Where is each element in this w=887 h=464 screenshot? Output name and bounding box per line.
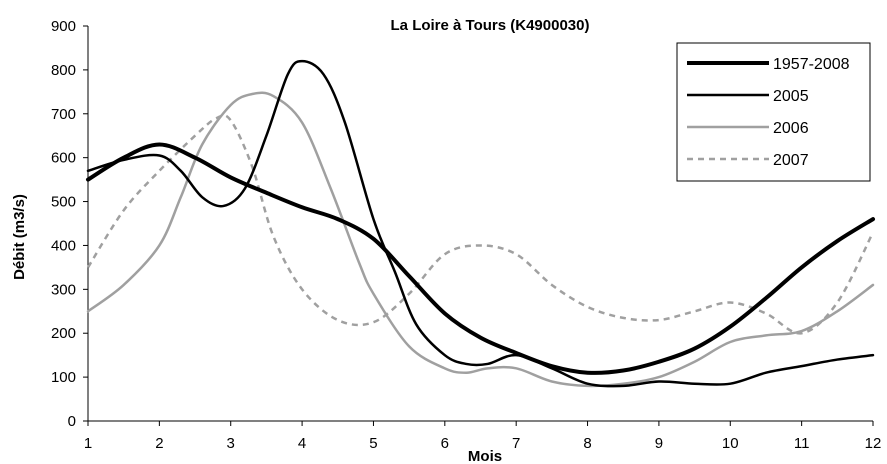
- y-tick-label: 800: [51, 62, 76, 79]
- x-tick-label: 1: [84, 435, 92, 452]
- legend-label: 2005: [773, 88, 809, 105]
- legend-item: 1957-2008: [687, 56, 850, 73]
- y-tick-label: 500: [51, 194, 76, 211]
- legend-item: 2005: [687, 88, 809, 105]
- y-tick-label: 0: [68, 413, 76, 430]
- legend-item: 2007: [687, 152, 809, 169]
- x-tick-label: 10: [722, 435, 739, 452]
- series-line-2007: [86, 114, 875, 335]
- y-tick-label: 300: [51, 281, 76, 298]
- x-tick-label: 8: [583, 435, 591, 452]
- x-tick-label: 5: [369, 435, 377, 452]
- y-tick-label: 900: [51, 18, 76, 35]
- x-axis-label: Mois: [468, 448, 502, 464]
- y-tick-label: 400: [51, 237, 76, 254]
- series-line-1957-2008: [86, 142, 875, 375]
- x-tick-label: 4: [298, 435, 306, 452]
- chart-title: La Loire à Tours (K4900030): [391, 17, 590, 34]
- x-tick-label: 12: [865, 435, 882, 452]
- legend: 1957-2008 2005 2006 2007: [676, 42, 871, 182]
- legend-label: 2007: [773, 152, 809, 169]
- x-tick-label: 11: [794, 435, 810, 452]
- y-tick-label: 100: [51, 369, 76, 386]
- series-line-2006: [86, 91, 875, 388]
- x-tick-label: 3: [227, 435, 235, 452]
- series-line-2005: [86, 59, 875, 388]
- legend-label: 2006: [773, 120, 809, 137]
- legend-item: 2006: [687, 120, 809, 137]
- y-tick-label: 200: [51, 325, 76, 342]
- series-layer: [86, 59, 875, 388]
- x-tick-label: 6: [441, 435, 449, 452]
- y-tick-label: 700: [51, 106, 76, 123]
- x-tick-label: 7: [512, 435, 520, 452]
- legend-label: 1957-2008: [773, 56, 850, 73]
- y-tick-label: 600: [51, 150, 76, 167]
- x-tick-label: 2: [155, 435, 163, 452]
- y-axis-label: Débit (m3/s): [11, 194, 28, 280]
- x-tick-label: 9: [655, 435, 663, 452]
